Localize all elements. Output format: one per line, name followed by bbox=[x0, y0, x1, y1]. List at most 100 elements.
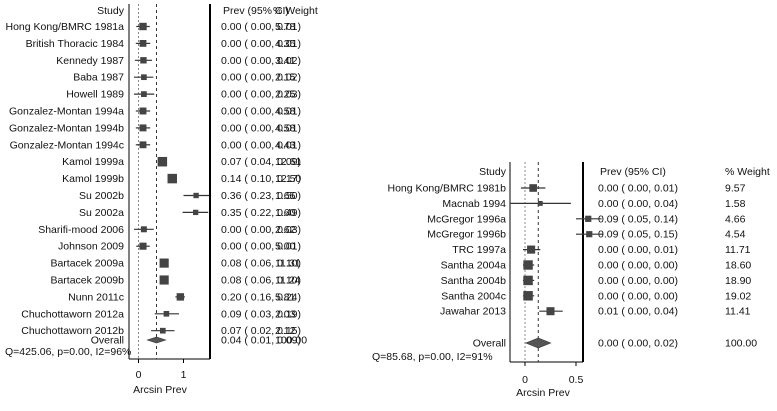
study-name: Sharifi-mood 2006 bbox=[38, 224, 124, 236]
study-estimate: 0.00 ( 0.00, 0.01) bbox=[221, 106, 301, 118]
study-effect-square bbox=[163, 310, 170, 317]
study-ci-lower: 0.00 bbox=[251, 55, 272, 67]
study-estimate: 0.07 ( 0.02, 0.15) bbox=[221, 325, 301, 337]
study-ci-sep: , bbox=[648, 183, 654, 195]
overall-ci-sep: , bbox=[648, 338, 654, 350]
study-ci-close: ) bbox=[298, 224, 302, 236]
study-estimate: 0.09 ( 0.05, 0.15) bbox=[598, 229, 678, 241]
study-ci-lower: 0.00 bbox=[251, 224, 272, 236]
x-tick-label: 0 bbox=[522, 374, 528, 386]
weight-column-header: % Weight bbox=[725, 166, 770, 178]
study-estimate: 0.00 ( 0.00, 0.00) bbox=[598, 275, 678, 287]
study-ci-sep: , bbox=[271, 21, 277, 33]
study-ci-sep: , bbox=[271, 72, 277, 84]
study-estimate-value: 0.09 bbox=[598, 213, 619, 225]
study-weight: 11.71 bbox=[725, 244, 751, 256]
study-ci-open: ( bbox=[241, 156, 250, 168]
forest-plot-1: Study Prev (95% CI)% Weight 0 1 Arcsin Prev H… bbox=[5, 4, 318, 396]
study-weight: 2.12 bbox=[275, 325, 296, 337]
study-ci-close: ) bbox=[298, 173, 302, 185]
study-effect-square bbox=[159, 258, 169, 268]
study-effect-square bbox=[139, 39, 147, 47]
study-effect-square bbox=[141, 91, 147, 97]
study-weight: 4.58 bbox=[275, 106, 296, 118]
study-ci-sep: , bbox=[271, 258, 277, 270]
study-weight: 4.66 bbox=[725, 213, 746, 225]
study-estimate: 0.36 ( 0.23, 0.50) bbox=[221, 190, 301, 202]
study-ci-open: ( bbox=[241, 38, 250, 50]
overall-estimate-value: 0.00 bbox=[598, 338, 619, 350]
study-effect-square bbox=[527, 245, 536, 254]
study-ci-open: ( bbox=[241, 55, 250, 67]
study-estimate-value: 0.09 bbox=[221, 308, 242, 320]
x-tick-label: 1 bbox=[181, 369, 187, 381]
study-ci-lower: 0.00 bbox=[628, 183, 649, 195]
study-ci-sep: , bbox=[271, 241, 277, 253]
study-estimate: 0.00 ( 0.00, 0.02) bbox=[221, 72, 301, 84]
study-name: Bartacek 2009b bbox=[50, 275, 124, 287]
study-column-header: Study bbox=[97, 5, 125, 17]
study-ci-close: ) bbox=[298, 258, 302, 270]
study-ci-upper: 0.17 bbox=[277, 173, 298, 185]
study-ci-upper: 0.19 bbox=[277, 308, 298, 320]
study-ci-sep: , bbox=[271, 275, 277, 287]
study-ci-lower: 0.00 bbox=[251, 21, 272, 33]
study-ci-open: ( bbox=[241, 106, 250, 118]
study-name: Bartacek 2009a bbox=[50, 258, 124, 270]
study-weight: 3.41 bbox=[275, 55, 296, 67]
study-estimate-value: 0.35 bbox=[221, 207, 242, 219]
study-ci-open: ( bbox=[241, 308, 250, 320]
study-name: Jawahar 2013 bbox=[440, 306, 506, 318]
study-name: Gonzalez-Montan 1994a bbox=[9, 106, 124, 118]
study-ci-lower: 0.00 bbox=[251, 122, 272, 134]
study-estimate: 0.00 ( 0.00, 0.01) bbox=[221, 122, 301, 134]
study-ci-lower: 0.00 bbox=[251, 89, 272, 101]
study-estimate-value: 0.01 bbox=[598, 306, 619, 318]
overall-label: Overall bbox=[473, 338, 506, 350]
study-ci-open: ( bbox=[241, 173, 250, 185]
study-ci-upper: 0.49 bbox=[277, 207, 298, 219]
study-estimate: 0.35 ( 0.22, 0.49) bbox=[221, 207, 301, 219]
study-ci-lower: 0.00 bbox=[628, 275, 649, 287]
study-name: Howell 1989 bbox=[66, 89, 124, 101]
study-ci-open: ( bbox=[241, 241, 250, 253]
study-name: Su 2002b bbox=[79, 190, 124, 202]
study-ci-open: ( bbox=[241, 258, 250, 270]
study-ci-sep: , bbox=[271, 291, 277, 303]
study-estimate-value: 0.00 bbox=[598, 244, 619, 256]
overall-ci-open: ( bbox=[618, 338, 627, 350]
study-estimate-value: 0.36 bbox=[221, 190, 242, 202]
study-name: TRC 1997a bbox=[452, 244, 506, 256]
overall-ci-lower: 0.01 bbox=[251, 335, 272, 347]
study-ci-upper: 0.04 bbox=[654, 198, 675, 210]
overall-estimate: 0.00 ( 0.00, 0.02) bbox=[598, 338, 678, 350]
study-ci-upper: 0.00 bbox=[654, 260, 675, 272]
study-effect-square bbox=[140, 57, 147, 64]
study-ci-sep: , bbox=[271, 224, 277, 236]
study-ci-sep: , bbox=[271, 156, 277, 168]
study-ci-close: ) bbox=[298, 190, 302, 202]
study-ci-lower: 0.10 bbox=[251, 173, 272, 185]
study-name: Gonzalez-Montan 1994b bbox=[9, 122, 124, 134]
study-ci-open: ( bbox=[618, 275, 627, 287]
study-weight: 5.78 bbox=[275, 21, 296, 33]
study-ci-close: ) bbox=[298, 55, 302, 67]
study-estimate: 0.00 ( 0.00, 0.01) bbox=[221, 241, 301, 253]
study-name: McGregor 1996b bbox=[427, 229, 506, 241]
overall-estimate: 0.04 ( 0.01, 0.09) bbox=[221, 335, 301, 347]
study-ci-upper: 0.01 bbox=[277, 241, 298, 253]
study-ci-open: ( bbox=[241, 224, 250, 236]
study-effect-square bbox=[546, 307, 555, 316]
study-ci-lower: 0.00 bbox=[628, 244, 649, 256]
study-ci-lower: 0.00 bbox=[628, 260, 649, 272]
study-weight: 5.81 bbox=[275, 291, 296, 303]
study-name: Santha 2004b bbox=[441, 275, 507, 287]
study-ci-close: ) bbox=[675, 290, 679, 302]
study-ci-upper: 0.02 bbox=[277, 72, 298, 84]
study-effect-square bbox=[193, 192, 199, 199]
study-ci-open: ( bbox=[618, 198, 627, 210]
study-estimate-value: 0.00 bbox=[598, 275, 619, 287]
study-ci-open: ( bbox=[241, 139, 250, 151]
study-ci-close: ) bbox=[298, 21, 302, 33]
study-name: McGregor 1996a bbox=[427, 213, 506, 225]
